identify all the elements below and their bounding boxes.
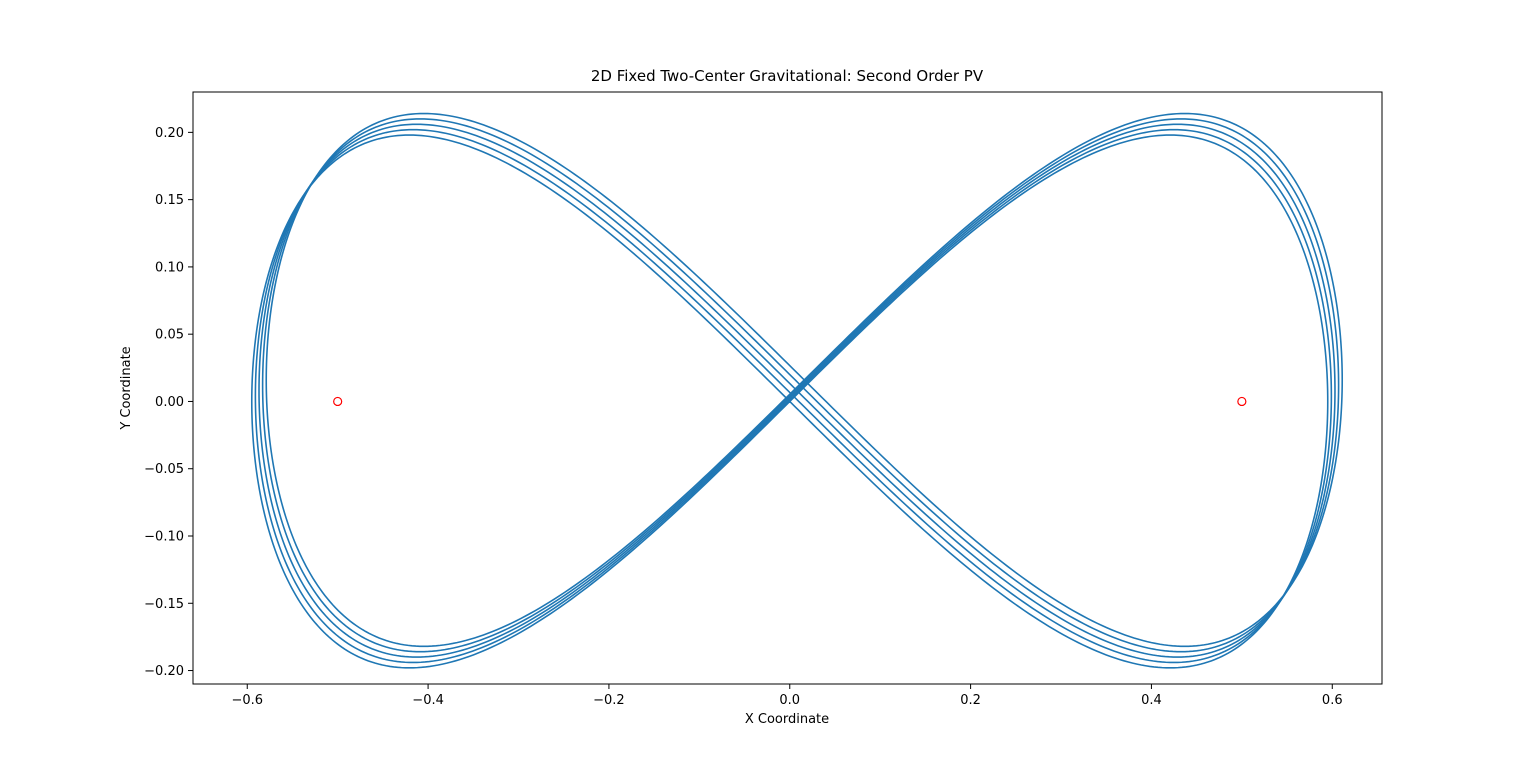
y-tick-label: 0.05	[155, 328, 184, 343]
y-axis-label: Y Coordinate	[119, 346, 134, 430]
y-tick-label: 0.10	[155, 260, 184, 275]
y-tick-label: 0.15	[155, 193, 184, 208]
orbit-line-1	[254, 128, 1333, 664]
y-tick-label: 0.20	[155, 126, 184, 141]
y-tick-label: −0.15	[144, 597, 184, 612]
x-axis: −0.6 −0.4 −0.2 0.0 0.2 0.4 0.6	[231, 684, 1343, 708]
y-tick-label: −0.05	[144, 462, 184, 477]
orbit-line-4	[265, 112, 1344, 648]
y-axis: −0.20 −0.15 −0.10 −0.05 0.00 0.05 0.10 0.15 0.20	[144, 126, 193, 679]
x-tick-label: 0.0	[779, 693, 800, 708]
x-tick-label: 0.4	[1141, 693, 1162, 708]
gravity-center-marker	[333, 396, 343, 407]
plot-area	[250, 112, 1344, 669]
orbit-line-2	[258, 123, 1336, 658]
y-tick-label: 0.00	[155, 395, 184, 410]
x-axis-label: X Coordinate	[745, 712, 829, 727]
orbit-line-3	[261, 118, 1340, 653]
x-tick-label: 0.2	[960, 693, 981, 708]
chart-title: 2D Fixed Two-Center Gravitational: Secon…	[591, 67, 984, 85]
y-tick-label: −0.10	[144, 530, 184, 545]
x-tick-label: 0.6	[1322, 693, 1343, 708]
axes-frame	[192, 91, 1383, 685]
y-tick-label: −0.20	[144, 664, 184, 679]
x-tick-label: −0.2	[593, 693, 625, 708]
gravity-center-marker	[1237, 396, 1247, 407]
x-tick-label: −0.4	[412, 693, 444, 708]
x-tick-label: −0.6	[231, 693, 263, 708]
orbit-line-0	[250, 134, 1329, 669]
